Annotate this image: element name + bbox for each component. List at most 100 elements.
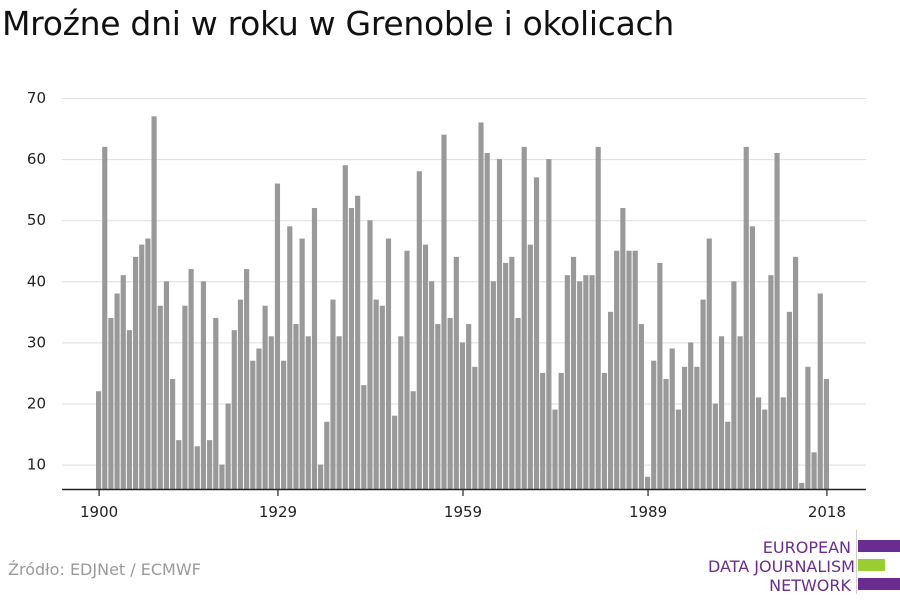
bar — [262, 305, 268, 489]
bar — [675, 409, 681, 489]
bar — [749, 226, 755, 490]
bar — [250, 360, 256, 489]
bar — [743, 146, 749, 490]
bar — [478, 122, 484, 489]
bar — [348, 207, 355, 489]
bar — [237, 299, 244, 489]
y-tick-label: 30 — [27, 333, 46, 351]
bar — [256, 348, 262, 489]
bar — [811, 452, 817, 489]
bar — [626, 250, 632, 489]
bar — [108, 317, 114, 489]
bar — [823, 379, 829, 489]
y-tick-label: 20 — [27, 394, 46, 412]
bar — [515, 317, 521, 489]
y-tick-label: 70 — [27, 89, 46, 107]
edjn-logo-line-1: EUROPEAN — [762, 538, 851, 557]
bar — [459, 342, 466, 490]
bar — [638, 324, 644, 489]
bar — [632, 250, 638, 489]
bar — [441, 134, 447, 489]
bar — [688, 342, 694, 490]
bar — [114, 293, 120, 489]
source-note: Źródło: EDJNet / ECMWF — [8, 560, 201, 579]
bar — [133, 256, 139, 489]
bar — [120, 275, 126, 489]
bar — [244, 269, 250, 489]
bar — [311, 207, 318, 489]
bar — [96, 391, 102, 489]
edjn-logo-divider — [856, 530, 857, 594]
bar — [620, 207, 626, 489]
bar — [299, 238, 305, 489]
bar — [540, 372, 546, 489]
bar — [681, 366, 688, 489]
bar — [330, 299, 336, 489]
bar — [398, 336, 404, 489]
bar — [657, 262, 663, 489]
bar — [422, 244, 429, 490]
bar — [546, 159, 552, 489]
bar — [163, 281, 170, 489]
y-tick-label: 60 — [27, 150, 46, 168]
bar — [496, 159, 503, 489]
bars — [96, 116, 829, 490]
bar — [170, 379, 176, 489]
bar — [281, 360, 287, 489]
bar — [694, 366, 700, 489]
bar — [817, 293, 823, 489]
y-axis-ticks: 10 20 30 40 50 60 70 — [27, 89, 46, 474]
x-tick-label: 1989 — [629, 503, 667, 521]
bar — [651, 360, 657, 489]
bar — [521, 146, 527, 490]
bar — [453, 256, 459, 489]
bar — [367, 220, 373, 489]
bar — [552, 409, 558, 489]
bar — [669, 348, 675, 489]
x-tick-label: 1959 — [444, 503, 482, 521]
bar — [774, 152, 780, 490]
y-tick-label: 10 — [27, 456, 46, 474]
bar — [268, 336, 274, 489]
edjn-logo-bar-green — [858, 559, 885, 571]
bar — [139, 244, 145, 490]
edjn-logo-text: EUROPEAN DATA JOURNALISM NETWORK — [708, 538, 855, 595]
bar — [737, 336, 743, 489]
bar — [287, 226, 293, 490]
bar — [601, 372, 607, 489]
bar — [762, 409, 768, 489]
bar — [207, 440, 213, 490]
bar — [472, 366, 478, 489]
edjn-logo-bar-purple-bottom — [858, 578, 900, 590]
bar — [416, 171, 422, 489]
bar — [293, 324, 299, 489]
bar — [595, 146, 601, 490]
bar — [558, 372, 564, 489]
bar — [484, 152, 490, 490]
bar — [706, 238, 712, 489]
bar-chart: 10 20 30 40 50 60 70 1900 1929 1959 1989 2018 — [27, 89, 866, 521]
bar — [503, 262, 509, 489]
bar — [718, 336, 725, 489]
bar — [466, 324, 472, 489]
bar — [570, 256, 577, 489]
bar — [447, 317, 453, 489]
bar — [780, 397, 786, 489]
bar — [342, 165, 348, 489]
bar — [188, 269, 194, 489]
bar — [712, 403, 718, 489]
bar — [274, 183, 281, 489]
bar — [564, 275, 570, 489]
chart-title: Mroźne dni w roku w Grenoble i okolicach — [2, 4, 675, 43]
bar — [200, 281, 207, 489]
edjn-logo[interactable]: EUROPEAN DATA JOURNALISM NETWORK — [708, 530, 900, 596]
bar — [225, 403, 231, 489]
bar — [336, 336, 342, 489]
bar — [151, 116, 157, 489]
bar — [614, 250, 620, 489]
bar — [194, 446, 200, 489]
bar — [429, 281, 435, 489]
x-tick-label: 1929 — [259, 503, 297, 521]
bar — [700, 299, 706, 489]
bar — [786, 311, 792, 489]
